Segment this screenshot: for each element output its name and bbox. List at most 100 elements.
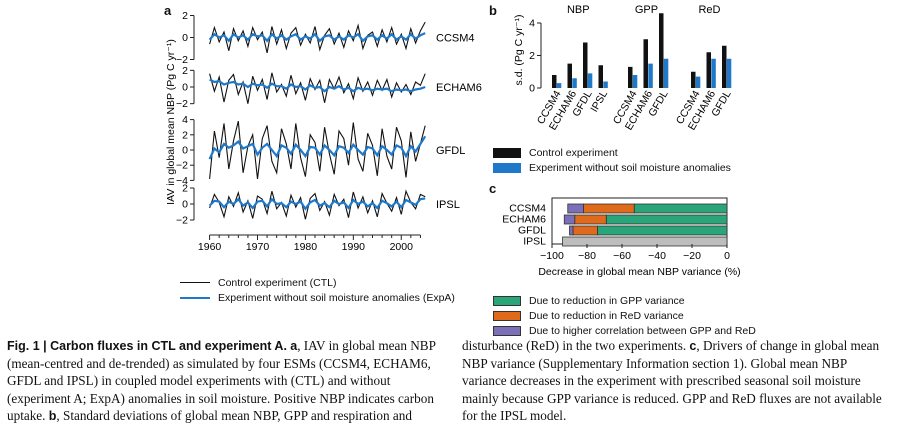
- x-tick-label: 1990: [342, 241, 366, 253]
- x-tick-label: −20: [683, 250, 701, 262]
- legend-c-gpp-label: Due to reduction in GPP variance: [529, 294, 685, 307]
- row-label: CCSM4: [509, 203, 546, 215]
- legend-c: Due to reduction in GPP variance Due to …: [493, 293, 756, 338]
- y-tick-label: 0: [182, 199, 188, 211]
- legend-b-expa: Experiment without soil moisture anomali…: [493, 160, 731, 175]
- y-tick-label: −2: [176, 215, 188, 227]
- y-tick-label: 0: [182, 32, 188, 44]
- x-tick-label: 2000: [390, 241, 414, 253]
- bar-red-gfdl: [572, 225, 598, 236]
- bar-expa-nbp-echam6: [572, 78, 577, 88]
- caption-a-label: a: [290, 339, 298, 353]
- y-tick-label: 2: [529, 50, 535, 62]
- y-tick-label: 2: [182, 65, 188, 77]
- bar-ctl-nbp-ipsl: [598, 65, 603, 88]
- y-tick-label: −2: [176, 160, 188, 172]
- x-tick-label: −60: [613, 250, 631, 262]
- legend-b: Control experiment Experiment without so…: [493, 145, 731, 175]
- legend-a-ctl-swatch: [180, 282, 210, 283]
- bar-red-echam6: [574, 214, 607, 225]
- x-tick-label: −100: [540, 250, 564, 262]
- timeseries-ipsl: 2 0 −2 IPSL: [176, 183, 460, 227]
- group-label-nbp: NBP: [567, 4, 590, 16]
- model-label: ECHAM6: [436, 82, 482, 94]
- y-tick-label: 2: [182, 183, 188, 195]
- y-tick-label: −4: [176, 175, 188, 187]
- y-tick-label: −2: [176, 98, 188, 110]
- caption-b-text-end: disturbance (ReD) in the two experiments…: [462, 338, 687, 353]
- y-tick-label: 0: [529, 83, 535, 95]
- legend-b-ctl-label: Control experiment: [529, 146, 618, 159]
- legend-a-expa-label: Experiment without soil moisture anomali…: [218, 291, 455, 304]
- bar-ctl-nbp-gfdl: [583, 42, 588, 88]
- expa-line-ipsl: [208, 197, 426, 211]
- legend-c-red-label: Due to reduction in ReD variance: [529, 309, 684, 322]
- caption-b-label: b: [48, 408, 57, 423]
- x-tick-label: −40: [648, 250, 666, 262]
- y-tick-label: 2: [182, 10, 188, 22]
- x-tick-label: −80: [578, 250, 596, 262]
- bar-expa-red-echam6: [711, 58, 716, 88]
- legend-c-gpp: Due to reduction in GPP variance: [493, 293, 756, 308]
- expa-line-echam6: [209, 78, 426, 93]
- x-tick-label: 1980: [294, 241, 318, 253]
- row-label: ECHAM6: [502, 214, 546, 226]
- bar-ctl-red-gfdl: [722, 45, 727, 88]
- bar-expa-gpp-gfdl: [663, 58, 669, 88]
- ctl-line-echam6: [209, 72, 426, 104]
- bar-gpp-gfdl: [597, 225, 728, 236]
- bar-ctl-gpp-ccsm4: [628, 66, 633, 88]
- bar-expa-red-ccsm4: [695, 76, 701, 88]
- expa-line-ccsm4: [208, 32, 426, 43]
- model-label: IPSL: [436, 199, 460, 211]
- y-tick-label: 2: [182, 129, 188, 141]
- y-axis-label: IAV in global mean NBP (Pg C yr⁻¹): [165, 39, 177, 205]
- legend-c-corr-label: Due to higher correlation between GPP an…: [529, 324, 756, 337]
- caption-a-text: , IAV in global mean NBP (mean-centred a…: [7, 338, 436, 423]
- y-axis-label-b: s.d. (Pg C yr⁻¹): [513, 15, 525, 86]
- caption-b-text-start: , Standard deviations of global mean NBP…: [56, 407, 412, 423]
- bar-expa-nbp-ipsl: [603, 81, 608, 88]
- bar-expa-gpp-echam6: [648, 63, 653, 88]
- x-tick-label: 1970: [246, 241, 270, 253]
- bar-ctl-gpp-gfdl: [659, 13, 664, 88]
- timeseries-ccsm4: 2 0 −2 CCSM4: [176, 10, 475, 66]
- y-tick-label: 4: [182, 114, 188, 126]
- legend-c-gpp-swatch: [493, 295, 521, 306]
- figure-canvas: 2 0 −2 CCSM4 2 0 −2 ECHAM6 4 2 0 −2 −4 GFDL 2 0 −2 IPSL 19…: [165, 4, 741, 278]
- bar-ctl-red-ccsm4: [691, 71, 696, 88]
- legend-a-ctl: Control experiment (CTL): [180, 275, 455, 290]
- timeseries-gfdl: 4 2 0 −2 −4 GFDL: [176, 114, 465, 187]
- bar-gpp-echam6: [605, 214, 728, 225]
- timeseries-echam6: 2 0 −2 ECHAM6: [176, 65, 482, 110]
- bar-expa-gpp-ccsm4: [632, 75, 638, 88]
- bar-gpp-ccsm4: [633, 203, 728, 214]
- legend-b-expa-swatch: [493, 162, 521, 173]
- caption-c-text: , Drivers of change in global mean NBP v…: [462, 338, 882, 423]
- legend-c-red-swatch: [493, 310, 521, 321]
- bar-corr-echam6: [563, 214, 576, 225]
- x-tick-label: 1960: [198, 241, 222, 253]
- legend-a-ctl-label: Control experiment (CTL): [218, 276, 337, 289]
- x-axis-label-c: Decrease in global mean NBP variance (%): [538, 266, 740, 278]
- y-tick-label: 0: [182, 145, 188, 157]
- legend-c-corr: Due to higher correlation between GPP an…: [493, 323, 756, 338]
- bar-ctl-red-echam6: [706, 52, 711, 88]
- expa-line-gfdl: [208, 135, 427, 160]
- caption-left-column: Fig. 1 | Carbon fluxes in CTL and experi…: [7, 337, 452, 425]
- ctl-line-gfdl: [209, 120, 426, 179]
- legend-a-expa: Experiment without soil moisture anomali…: [180, 290, 455, 305]
- legend-a: Control experiment (CTL) Experiment with…: [180, 275, 455, 305]
- group-label-gpp: GPP: [635, 4, 658, 16]
- legend-b-ctl: Control experiment: [493, 145, 731, 160]
- bar-expa-red-gfdl: [726, 58, 732, 88]
- caption-c-label: c: [689, 339, 697, 353]
- legend-b-ctl-swatch: [493, 147, 521, 158]
- bar-ctl-gpp-echam6: [643, 39, 648, 88]
- model-label: CCSM4: [436, 33, 475, 45]
- bar-expa-nbp-gfdl: [587, 73, 593, 88]
- panel-b-label: b: [489, 3, 497, 18]
- panel-a-timeseries: 2 0 −2 CCSM4 2 0 −2 ECHAM6 4 2 0 −2 −4 GFDL 2 0 −2 IPSL 19…: [165, 10, 482, 253]
